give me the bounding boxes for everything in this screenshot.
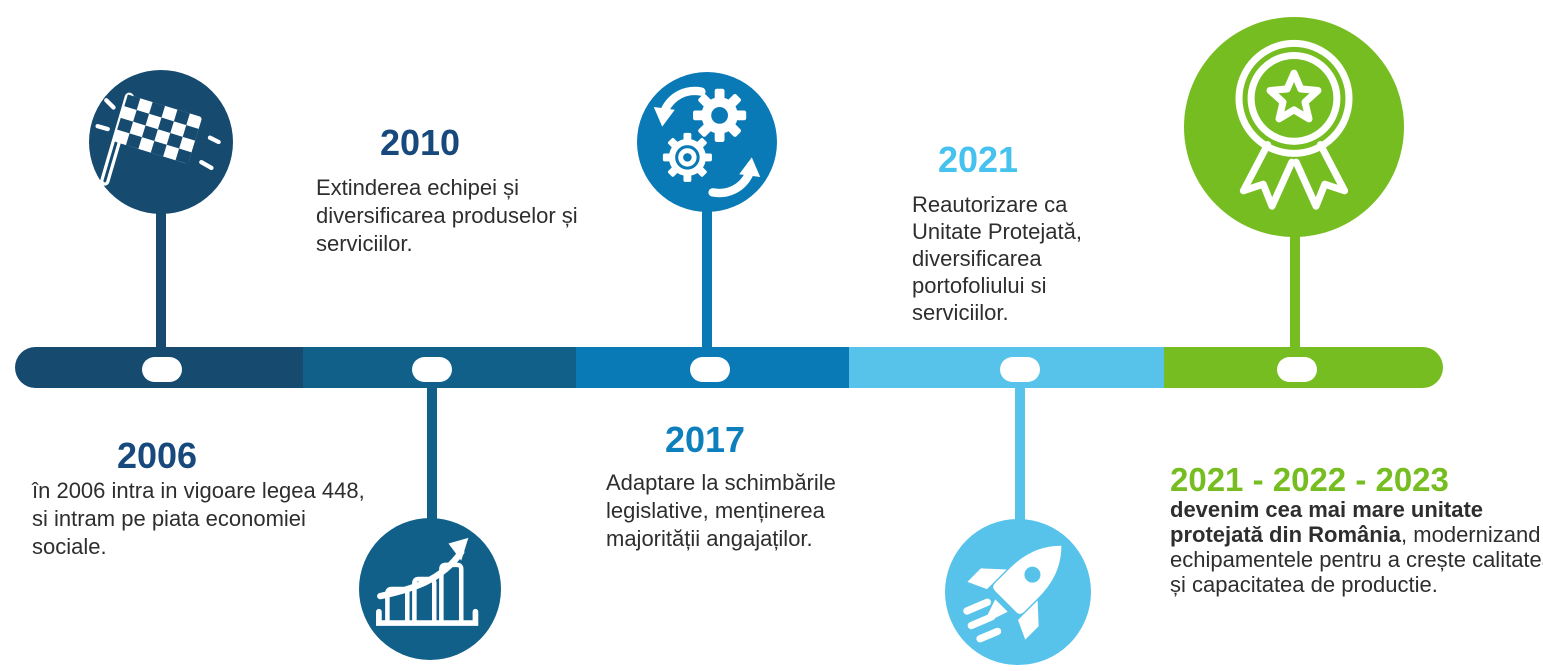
connector-stem-2021-2023 (1290, 225, 1300, 355)
rocket-icon (963, 545, 1062, 643)
milestone-description-2017: Adaptare la schimbările legislative, men… (606, 470, 836, 551)
connector-stem-2017 (702, 140, 712, 350)
timeline-marker-2021-2023 (1277, 357, 1317, 382)
checkered-flag-icon (95, 92, 221, 186)
award-medal-icon (1235, 39, 1353, 210)
growth-chart-icon (376, 537, 479, 626)
timeline-marker-2010 (412, 357, 452, 382)
milestone-description-2021-2023-bold: devenim cea mai mare unitate protejată d… (1170, 497, 1484, 547)
year-label-2021-2023: 2021 - 2022 - 2023 (1170, 461, 1449, 498)
year-label-2021: 2021 (937, 139, 1019, 180)
milestone-description-2006: în 2006 intra in vigoare legea 448, si i… (32, 478, 365, 559)
year-label-2010: 2010 (379, 122, 461, 163)
gears-sync-icon (653, 86, 761, 198)
milestone-description-2021-2023-rest: , modernizand echipamentele pentru a cre… (1170, 522, 1543, 597)
timeline-marker-2006 (142, 357, 182, 382)
year-label-2006: 2006 (116, 435, 198, 476)
year-label-2017: 2017 (664, 419, 746, 460)
timeline-marker-2017 (690, 357, 730, 382)
milestone-circle-2010 (359, 518, 501, 660)
milestone-circle-2021 (945, 519, 1091, 665)
connector-stem-2010 (427, 386, 437, 526)
connector-stem-2021 (1015, 386, 1025, 526)
milestone-description-2010: Extinderea echipei și diversificarea pro… (316, 175, 578, 256)
connector-stem-2006 (156, 140, 166, 350)
timeline-marker-2021 (1000, 357, 1040, 382)
milestone-circle-2017 (637, 72, 777, 212)
milestone-description-2021-2023: devenim cea mai mare unitate protejată d… (1170, 497, 1543, 597)
milestone-circle-2006 (89, 70, 233, 214)
milestone-description-2021: Reautorizare ca Unitate Protejată, diver… (912, 192, 1082, 325)
milestone-circle-2021-2023 (1184, 17, 1404, 237)
